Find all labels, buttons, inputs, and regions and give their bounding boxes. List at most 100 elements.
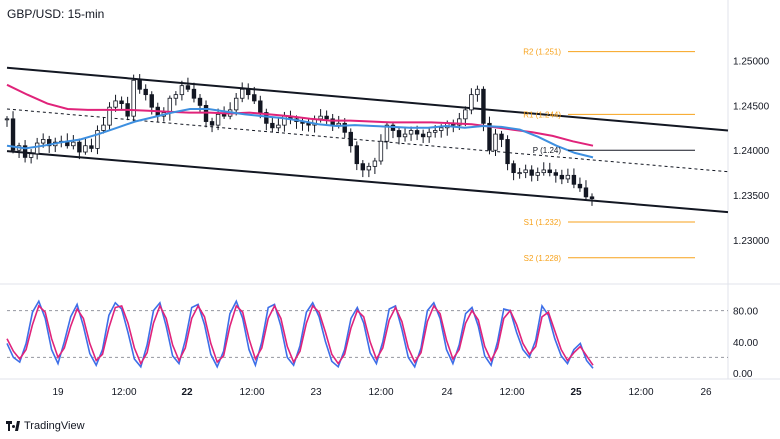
candle-body xyxy=(547,169,552,174)
candle-body xyxy=(324,115,329,120)
tradingview-logo[interactable]: TradingView xyxy=(6,419,85,433)
candle-body xyxy=(276,124,281,129)
price-tick-label-2: 1.24000 xyxy=(733,146,770,157)
candle-body xyxy=(499,133,504,140)
moving-averages xyxy=(6,83,594,159)
sma-fast-line xyxy=(6,108,594,159)
candle-body xyxy=(529,169,534,176)
candle-body xyxy=(89,145,94,149)
pivot-label-1: R1 (1.244) xyxy=(523,110,561,119)
pivot-label-0: R2 (1.251) xyxy=(523,48,561,57)
candle-body xyxy=(414,130,420,135)
candle-body xyxy=(408,130,414,135)
time-tick-label-0: 19 xyxy=(52,387,64,398)
candle-body xyxy=(378,140,384,162)
candle-body xyxy=(469,94,474,111)
channel-lower-line xyxy=(6,150,729,214)
candle-body xyxy=(233,97,239,111)
candle-body xyxy=(354,145,359,165)
channel-upper-line xyxy=(6,66,729,132)
candle-body xyxy=(318,115,323,120)
candle-body xyxy=(577,183,583,189)
pivot-label-3: S1 (1.232) xyxy=(524,218,562,227)
candle-body xyxy=(143,88,148,96)
candle-body xyxy=(137,79,142,90)
candle-body xyxy=(535,172,540,176)
candle-body xyxy=(511,163,516,174)
candle-body xyxy=(4,118,10,121)
candle-body xyxy=(523,169,528,174)
candle-body xyxy=(197,97,203,106)
candle-body xyxy=(10,118,16,151)
candle-body xyxy=(77,141,82,153)
candle-body xyxy=(565,174,571,180)
pivot-label-2: P (1.24) xyxy=(533,146,562,155)
candle-body xyxy=(439,127,444,131)
candle-body xyxy=(402,133,408,138)
pivot-levels: R2 (1.251) R1 (1.244) P (1.24) S1 (1.232) S2… xyxy=(523,48,695,263)
tradingview-logo-icon xyxy=(6,421,20,431)
time-tick-label-7: 12:00 xyxy=(499,387,524,398)
candle-body xyxy=(264,112,269,124)
candle-body xyxy=(475,88,480,96)
pivot-label-4: S2 (1.228) xyxy=(524,254,562,263)
time-tick-label-4: 23 xyxy=(310,387,322,398)
candle-body xyxy=(420,133,426,138)
time-tick-label-6: 24 xyxy=(441,387,453,398)
time-tick-label-10: 26 xyxy=(700,387,712,398)
candle-body xyxy=(306,122,311,126)
time-tick-label-9: 12:00 xyxy=(628,387,653,398)
candle-body xyxy=(342,122,347,133)
candle-body xyxy=(571,174,577,185)
candle-body xyxy=(457,118,462,126)
channel-lines xyxy=(6,66,729,214)
candle-body xyxy=(493,133,498,151)
brand-label: TradingView xyxy=(24,420,85,432)
candle-body xyxy=(270,122,275,129)
candle-body xyxy=(553,172,559,176)
candle-body xyxy=(505,139,510,165)
candle-body xyxy=(83,145,88,153)
price-tick-label-0: 1.25000 xyxy=(733,57,770,68)
axes: 1.25000 1.24500 1.24000 1.23500 1.23000 80.00… xyxy=(52,57,769,398)
candle-body xyxy=(426,131,432,138)
channel-mid-line xyxy=(6,108,729,173)
candle-body xyxy=(119,100,124,105)
time-tick-label-8: 25 xyxy=(570,387,582,398)
candle-body xyxy=(113,100,118,108)
stochastic-panel xyxy=(6,299,728,369)
candle-body xyxy=(191,88,197,99)
price-tick-label-3: 1.23500 xyxy=(733,191,770,202)
candle-body xyxy=(167,97,173,113)
candle-body xyxy=(107,106,112,126)
candle-body xyxy=(28,153,34,158)
candle-body xyxy=(559,174,565,180)
stoch-tick-label-2: 0.00 xyxy=(733,369,753,380)
price-tick-label-4: 1.23000 xyxy=(733,236,770,247)
candle-body xyxy=(173,94,179,99)
candle-body xyxy=(384,124,390,142)
stoch-line-1 xyxy=(6,303,594,366)
candle-body xyxy=(34,142,40,155)
candle-body xyxy=(252,94,257,102)
time-tick-label-2: 22 xyxy=(181,387,193,398)
time-tick-label-1: 12:00 xyxy=(111,387,136,398)
chart-frame xyxy=(0,0,780,380)
candle-body xyxy=(348,131,353,147)
candle-body xyxy=(541,169,546,174)
chart-title: GBP/USD: 15-min xyxy=(7,7,105,21)
candle-body xyxy=(40,139,46,144)
candle-body xyxy=(583,187,589,198)
price-tick-label-1: 1.24500 xyxy=(733,101,770,112)
candle-body xyxy=(481,88,486,124)
candle-body xyxy=(185,85,191,90)
stoch-tick-label-0: 80.00 xyxy=(733,307,758,318)
time-tick-label-5: 12:00 xyxy=(368,387,393,398)
candle-body xyxy=(463,109,468,120)
candle-body xyxy=(517,172,522,175)
candle-body xyxy=(71,141,76,147)
candle-body xyxy=(131,79,136,117)
candle-body xyxy=(240,88,245,99)
candle-body xyxy=(22,145,28,158)
